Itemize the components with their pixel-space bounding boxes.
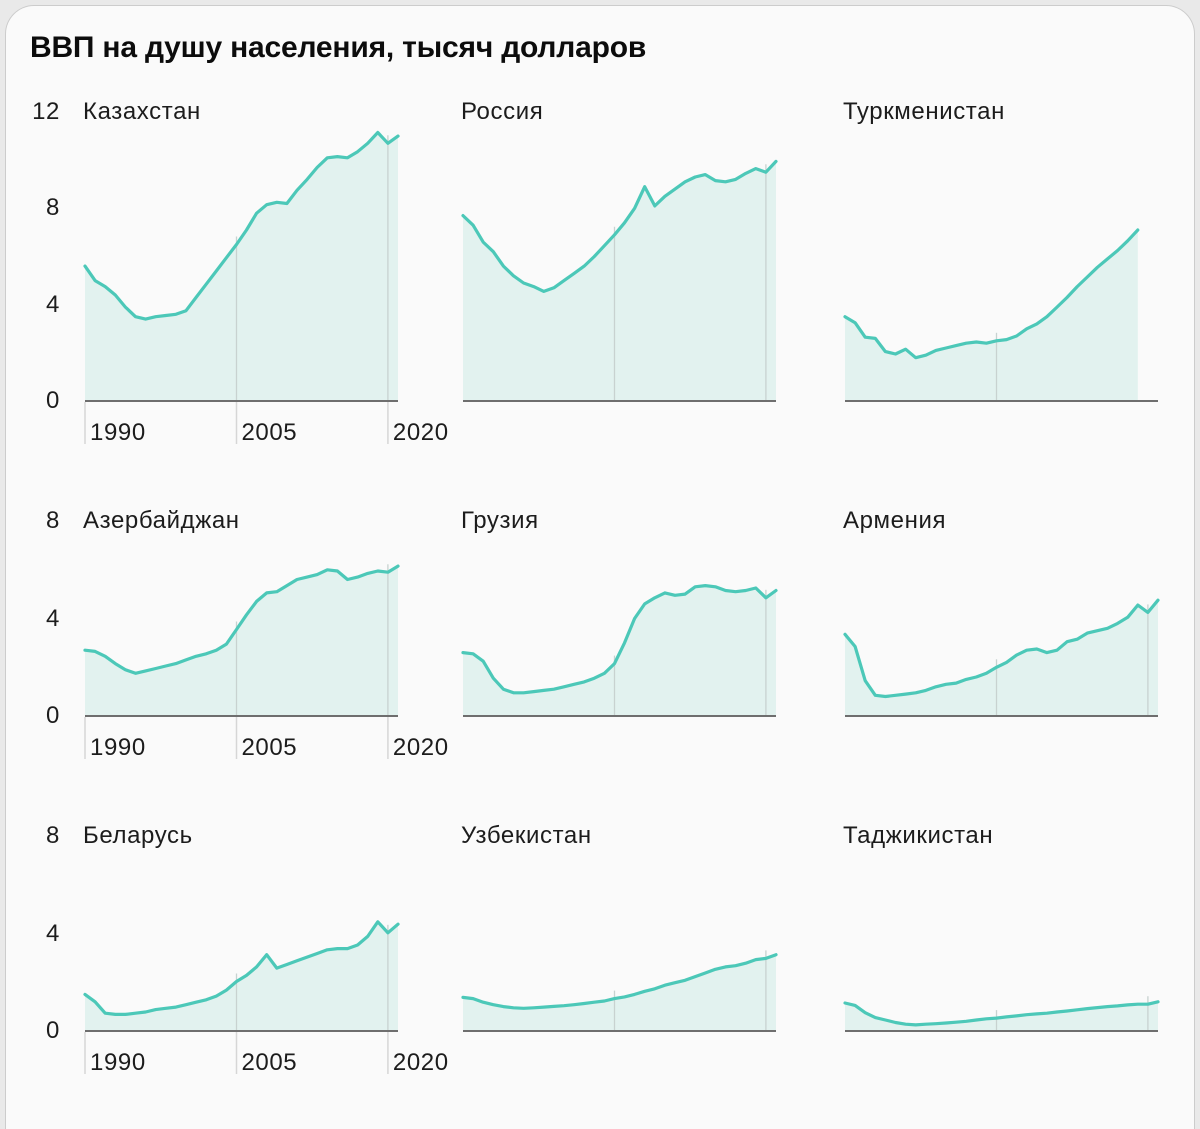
x-axis-label: 1990 bbox=[90, 419, 146, 446]
x-axis-label: 2020 bbox=[392, 1049, 449, 1076]
chart-title-uzbekistan: Узбекистан bbox=[461, 822, 592, 849]
line-kazakhstan bbox=[83, 130, 400, 321]
line-uzbekistan bbox=[461, 953, 778, 1010]
line-azerbaijan bbox=[83, 564, 400, 675]
line-russia bbox=[461, 159, 778, 293]
chart-azerbaijan bbox=[83, 564, 400, 759]
x-axis-label: 2020 bbox=[392, 734, 449, 761]
x-axis-label: 1990 bbox=[90, 1049, 146, 1076]
chart-turkmenistan bbox=[843, 228, 1158, 402]
chart-title-belarus: Беларусь bbox=[83, 822, 193, 849]
x-axis-label: 1990 bbox=[90, 734, 146, 761]
chart-georgia bbox=[461, 584, 778, 717]
area-fill-armenia bbox=[845, 600, 1158, 716]
area-fill-azerbaijan bbox=[85, 566, 398, 716]
y-axis-label: 8 bbox=[46, 822, 60, 849]
x-axis-label: 2005 bbox=[241, 1049, 298, 1076]
area-fill-kazakhstan bbox=[85, 132, 398, 401]
y-axis-label: 0 bbox=[46, 387, 60, 414]
y-axis-label: 8 bbox=[46, 507, 60, 534]
y-axis-label: 0 bbox=[46, 702, 60, 729]
chart-title-turkmenistan: Туркменистан bbox=[843, 98, 1005, 125]
chart-russia bbox=[461, 159, 778, 402]
line-tajikistan bbox=[843, 1000, 1160, 1027]
page-title: ВВП на душу населения, тысяч долларов bbox=[30, 31, 647, 64]
area-fill-belarus bbox=[85, 921, 398, 1031]
chart-armenia bbox=[843, 598, 1160, 717]
y-axis-label: 4 bbox=[46, 290, 60, 318]
y-axis-label: 0 bbox=[46, 1017, 60, 1044]
chart-title-kazakhstan: Казахстан bbox=[83, 98, 201, 125]
chart-title-russia: Россия bbox=[461, 98, 544, 125]
chart-belarus bbox=[83, 920, 400, 1074]
x-axis-label: 2020 bbox=[392, 419, 449, 446]
area-fill-turkmenistan bbox=[845, 230, 1138, 401]
chart-title-armenia: Армения bbox=[843, 507, 947, 534]
chart-title-azerbaijan: Азербайджан bbox=[83, 507, 240, 534]
line-belarus bbox=[83, 920, 400, 1016]
y-axis-label: 4 bbox=[46, 919, 60, 947]
x-axis-label: 2005 bbox=[241, 419, 298, 446]
y-axis-label: 8 bbox=[46, 194, 60, 222]
x-axis-label: 2005 bbox=[241, 734, 298, 761]
line-armenia bbox=[843, 598, 1160, 699]
card-background bbox=[6, 6, 1194, 1129]
line-turkmenistan bbox=[843, 228, 1140, 360]
chart-title-georgia: Грузия bbox=[461, 507, 539, 534]
chart-kazakhstan bbox=[83, 130, 400, 444]
chart-title-tajikistan: Таджикистан bbox=[843, 822, 994, 849]
chart-uzbekistan bbox=[461, 950, 778, 1032]
line-georgia bbox=[461, 584, 778, 695]
area-fill-tajikistan bbox=[845, 1001, 1158, 1031]
y-axis-label: 12 bbox=[32, 98, 60, 125]
area-fill-georgia bbox=[463, 585, 776, 716]
chart-tajikistan bbox=[843, 996, 1160, 1032]
y-axis-label: 4 bbox=[46, 604, 60, 632]
area-fill-uzbekistan bbox=[463, 954, 776, 1031]
area-fill-russia bbox=[463, 161, 776, 401]
